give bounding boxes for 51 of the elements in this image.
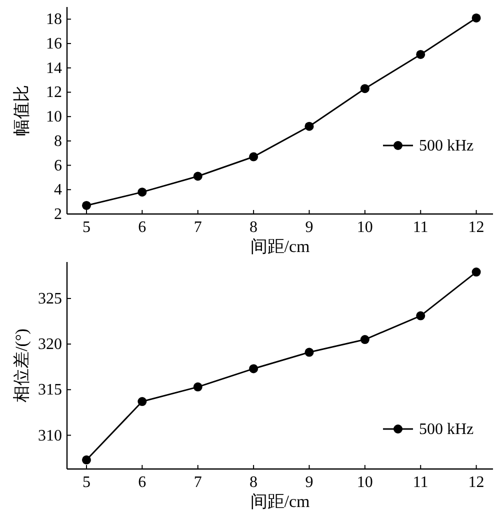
x-tick-label: 7 [194, 474, 202, 491]
x-axis-title: 间距/cm [250, 237, 310, 256]
point [304, 348, 314, 357]
point [82, 455, 91, 464]
x-tick-label: 9 [305, 219, 314, 236]
legend-label: 500 kHz [419, 421, 474, 438]
y-tick-label: 310 [38, 427, 62, 444]
point [249, 364, 258, 374]
y-tick-label: 8 [54, 132, 62, 150]
x-tick-label: 9 [305, 474, 314, 491]
point [138, 188, 147, 197]
x-tick-label: 6 [138, 474, 146, 491]
y-tick-label: 14 [46, 60, 62, 77]
x-tick-label: 10 [356, 474, 373, 491]
y-tick-label: 10 [46, 108, 62, 126]
x-tick-label: 5 [82, 474, 90, 491]
y-tick-label: 325 [38, 290, 62, 308]
x-tick-label: 11 [412, 219, 428, 236]
y-tick-label: 315 [38, 382, 62, 399]
x-tick-label: 7 [194, 219, 202, 236]
y-tick-label: 16 [46, 36, 62, 53]
y-axis-title: 幅值比 [12, 85, 31, 136]
point [249, 152, 258, 162]
y-tick-label: 12 [46, 84, 62, 102]
point [416, 311, 426, 320]
point [304, 122, 314, 131]
x-tick-label: 5 [82, 219, 90, 236]
y-tick-label: 320 [38, 336, 62, 354]
point [82, 200, 91, 210]
y-tick-label: 2 [54, 206, 62, 223]
y-tick-label: 4 [54, 182, 62, 199]
point [416, 50, 426, 59]
point [360, 335, 370, 344]
x-tick-label: 11 [412, 474, 428, 491]
y-tick-label: 6 [54, 157, 62, 174]
point [138, 397, 147, 406]
legend-label: 500 kHz [419, 138, 474, 154]
point [472, 13, 481, 22]
x-tick-label: 12 [468, 219, 484, 236]
x-tick-label: 10 [356, 219, 373, 236]
x-tick-label: 8 [250, 219, 258, 236]
x-tick-label: 6 [138, 219, 146, 236]
x-axis-title: 间距/cm [250, 492, 310, 511]
x-tick-label: 8 [250, 474, 258, 491]
point [360, 84, 370, 94]
point [472, 268, 481, 277]
point [193, 382, 202, 392]
x-tick-label: 12 [468, 474, 484, 491]
y-tick-label: 18 [46, 11, 62, 28]
y-axis-title: 相位差/(°) [12, 328, 31, 402]
point [193, 172, 202, 181]
